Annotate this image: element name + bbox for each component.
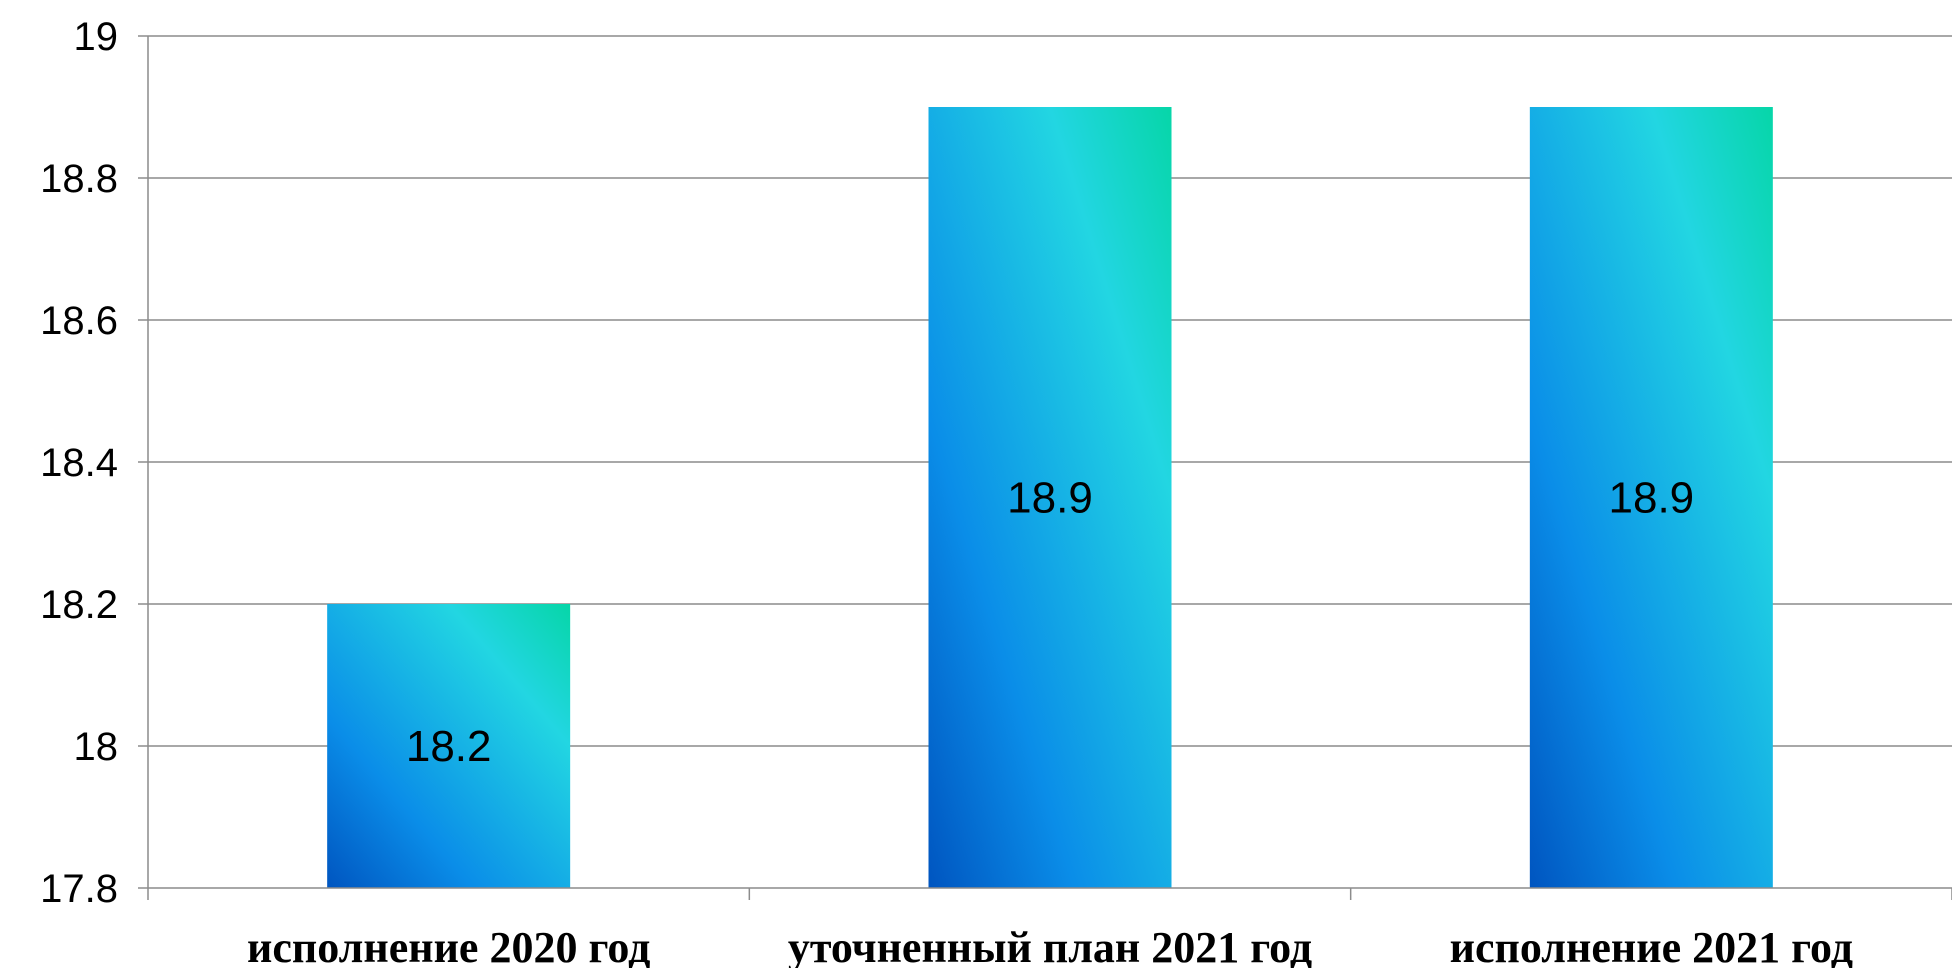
y-tick-label: 19	[74, 15, 119, 59]
y-tick-label: 18.4	[40, 441, 118, 485]
y-tick-label: 18.8	[40, 157, 118, 201]
y-tick-label: 18.2	[40, 583, 118, 627]
data-label: 18.9	[1007, 474, 1093, 523]
bar	[928, 107, 1172, 888]
y-tick-label: 18	[74, 725, 119, 769]
bar	[327, 604, 571, 888]
x-category-label: исполнение 2021 год	[1450, 923, 1853, 968]
y-tick-label: 18.6	[40, 299, 118, 343]
bars	[327, 107, 1773, 888]
y-tick-label: 17.8	[40, 867, 118, 911]
data-label: 18.9	[1609, 474, 1695, 523]
labels: 17.8 18 18.2 18.4 18.6 18.8 19 18.2 исполнение 2…	[40, 15, 1853, 968]
axes	[138, 35, 1952, 900]
bar	[1529, 107, 1773, 888]
x-category-label: исполнение 2020 год	[247, 923, 650, 968]
data-label: 18.2	[406, 722, 492, 771]
x-category-label: уточненный план 2021 год	[788, 923, 1312, 968]
